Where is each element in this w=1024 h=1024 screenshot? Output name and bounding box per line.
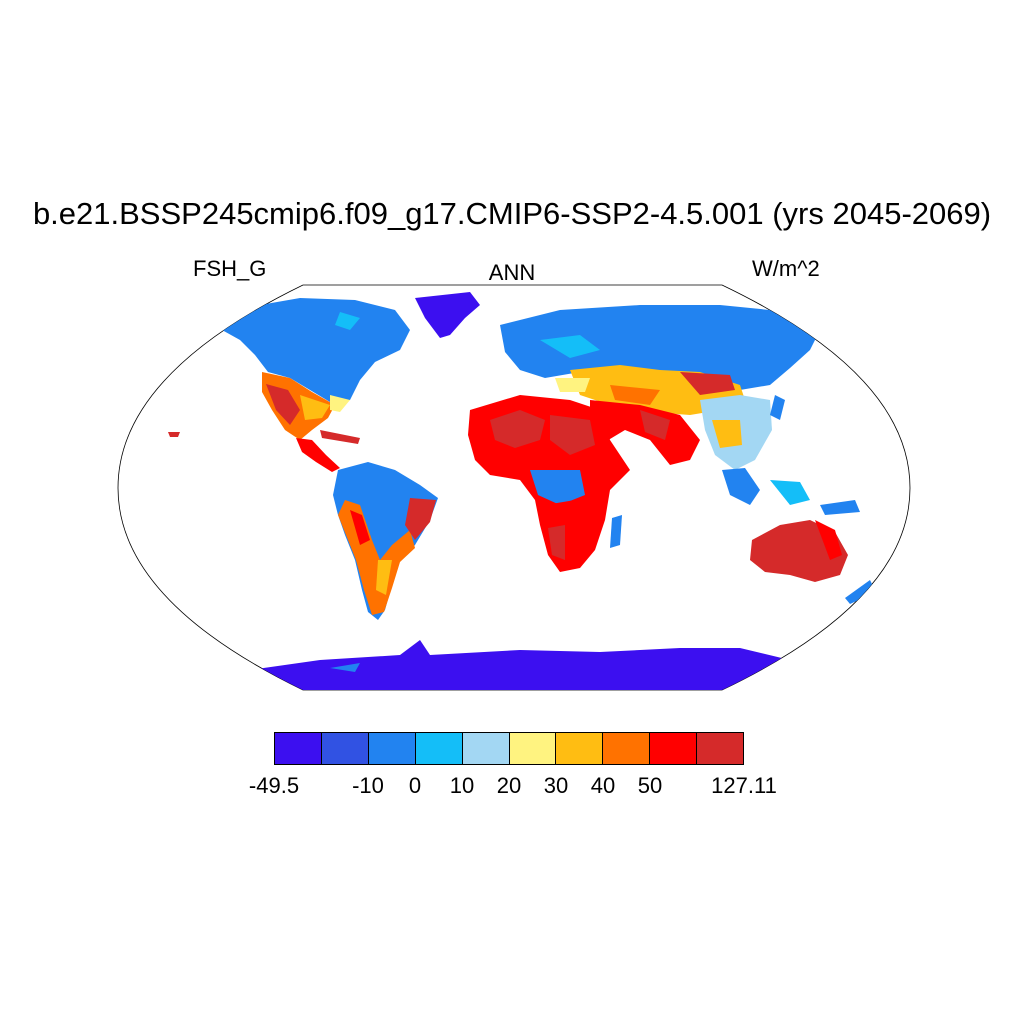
units-label: W/m^2 <box>752 256 820 281</box>
region-greenland <box>415 292 480 338</box>
region-antarctica <box>240 640 800 690</box>
colorbar-segment-4 <box>462 733 510 764</box>
region-eurasia-north <box>500 305 820 390</box>
colorbar-segment-0 <box>275 733 322 764</box>
colorbar-label: 50 <box>637 773 663 798</box>
colorbar-segment-2 <box>368 733 416 764</box>
colorbar-label: 40 <box>590 773 616 798</box>
colorbar-segment-7 <box>603 733 651 764</box>
colorbar-label: 0 <box>408 773 422 798</box>
colorbar-segment-1 <box>321 733 369 764</box>
colorbar-segment-8 <box>650 733 698 764</box>
season-label: ANN <box>488 260 536 285</box>
colorbar-segment-3 <box>415 733 463 764</box>
region-middle-east <box>590 400 700 465</box>
colorbar-label: 10 <box>449 773 475 798</box>
region-central-america <box>296 438 340 472</box>
colorbar-segment-6 <box>556 733 604 764</box>
map-title: b.e21.BSSP245cmip6.f09_g17.CMIP6-SSP2-4.… <box>32 196 992 231</box>
colorbar <box>274 732 744 765</box>
variable-label: FSH_G <box>193 256 267 281</box>
region-north-america-north <box>218 298 410 405</box>
colorbar-segment-5 <box>509 733 557 764</box>
colorbar-label: 20 <box>496 773 522 798</box>
colorbar-label: 127.11 <box>711 773 777 798</box>
region-southeast-asia <box>722 468 760 505</box>
colorbar-label: 30 <box>543 773 569 798</box>
colorbar-label: -10 <box>352 773 384 798</box>
colorbar-segment-9 <box>697 733 744 764</box>
colorbar-label: -49.5 <box>248 773 300 798</box>
